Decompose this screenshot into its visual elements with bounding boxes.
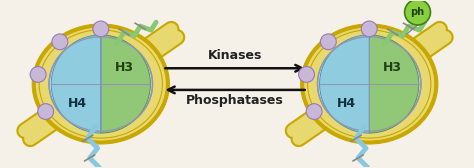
Wedge shape	[369, 35, 419, 133]
Text: H3: H3	[115, 61, 134, 74]
Ellipse shape	[318, 37, 421, 131]
Circle shape	[30, 67, 46, 82]
Ellipse shape	[304, 27, 435, 141]
Text: H4: H4	[337, 97, 356, 110]
Circle shape	[93, 21, 109, 37]
Text: ph: ph	[410, 7, 425, 17]
Circle shape	[361, 21, 377, 37]
Circle shape	[299, 67, 315, 82]
Circle shape	[320, 34, 336, 50]
Ellipse shape	[49, 37, 153, 131]
Ellipse shape	[308, 30, 431, 138]
Text: Phosphatases: Phosphatases	[186, 94, 284, 107]
Ellipse shape	[301, 24, 438, 144]
Circle shape	[38, 104, 54, 119]
Circle shape	[405, 0, 430, 25]
Wedge shape	[51, 35, 101, 133]
Ellipse shape	[35, 27, 166, 141]
Text: H4: H4	[68, 97, 87, 110]
Ellipse shape	[32, 24, 169, 144]
Text: H3: H3	[383, 61, 402, 74]
Wedge shape	[101, 35, 150, 133]
Ellipse shape	[341, 63, 382, 96]
Circle shape	[306, 104, 322, 119]
Circle shape	[52, 34, 68, 50]
Ellipse shape	[73, 63, 114, 96]
Wedge shape	[319, 35, 369, 133]
Text: Kinases: Kinases	[208, 49, 262, 62]
Ellipse shape	[39, 30, 163, 138]
